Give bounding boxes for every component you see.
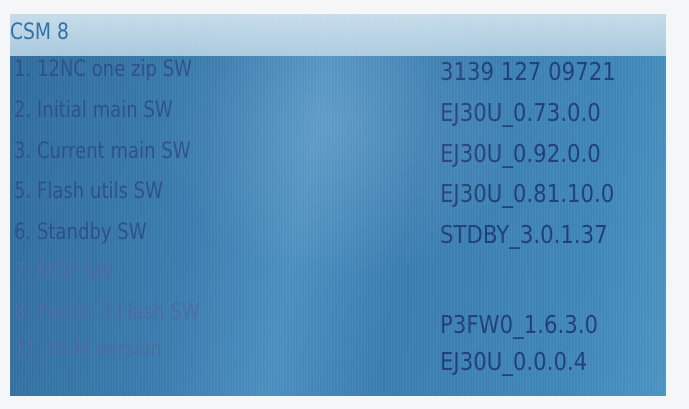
item-label: 2. Initial main SW [14,98,173,123]
menu-row-nvm-version[interactable]: 11. NVM version EJ30U_0.0.0.4 [10,337,666,376]
item-label: 11. NVM version [14,337,162,362]
item-label: 1. 12NC one zip SW [14,57,192,82]
item-label: 8. Pacific 3 Flash SW [14,300,200,325]
menu-row-current-main-sw[interactable]: 3. Current main SW EJ30U_0.92.0.0 [10,139,666,175]
menu-row-12nc[interactable]: 1. 12NC one zip SW 3139 127 09721 [10,57,666,93]
menu-title: CSM 8 [10,20,69,45]
item-label: 5. Flash utils SW [14,179,163,204]
item-label: 6. Standby SW [14,220,147,245]
item-value: EJ30U_0.0.0.4 [440,347,588,376]
csm-screen: CSM 8 1. 12NC one zip SW 3139 127 09721 … [10,14,666,396]
item-value: P3FW0_1.6.3.0 [440,310,599,339]
item-value: STDBY_3.0.1.37 [440,220,608,249]
menu-row-mop-sw[interactable]: 7. MOP SW [10,260,666,296]
menu-row-initial-main-sw[interactable]: 2. Initial main SW EJ30U_0.73.0.0 [10,98,666,134]
item-value: EJ30U_0.92.0.0 [440,139,601,168]
item-value: EJ30U_0.73.0.0 [440,98,601,127]
menu-row-pacific3-flash-sw[interactable]: 8. Pacific 3 Flash SW P3FW0_1.6.3.0 [10,300,666,339]
item-label: 7. MOP SW [14,260,113,285]
item-value: EJ30U_0.81.10.0 [440,179,615,208]
menu-header: CSM 8 [10,14,666,56]
item-label: 3. Current main SW [14,139,191,164]
menu-row-flash-utils-sw[interactable]: 5. Flash utils SW EJ30U_0.81.10.0 [10,179,666,215]
menu-row-standby-sw[interactable]: 6. Standby SW STDBY_3.0.1.37 [10,220,666,256]
item-value: 3139 127 09721 [440,57,616,86]
